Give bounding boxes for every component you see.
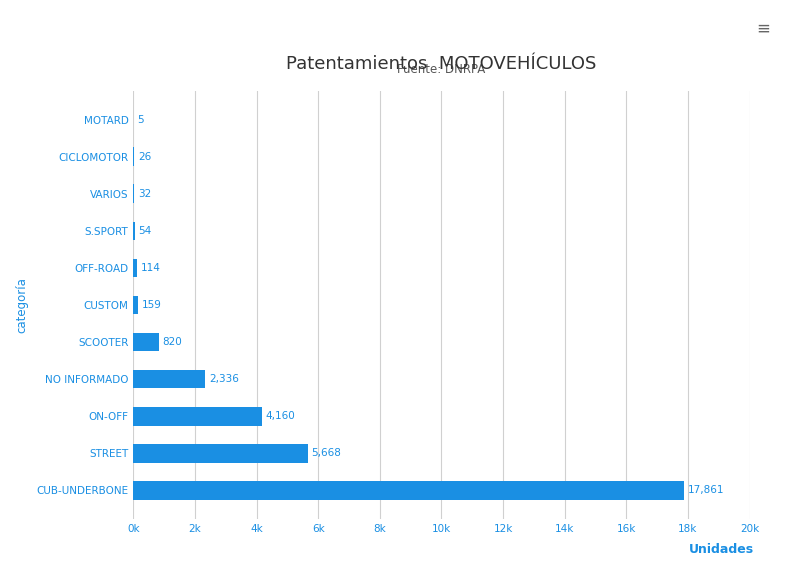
Text: 32: 32 <box>138 188 151 199</box>
Text: 5: 5 <box>137 114 144 125</box>
Bar <box>134 444 308 462</box>
Text: 820: 820 <box>162 337 182 347</box>
Bar <box>134 407 261 426</box>
Bar <box>134 481 683 500</box>
Bar <box>134 295 138 314</box>
Y-axis label: categoría: categoría <box>15 277 28 333</box>
Bar <box>134 221 135 240</box>
Text: 26: 26 <box>137 152 151 162</box>
Text: 4,160: 4,160 <box>265 411 295 421</box>
Text: ≡: ≡ <box>756 20 770 38</box>
Text: Unidades: Unidades <box>690 543 754 556</box>
Bar <box>134 259 137 277</box>
Text: 159: 159 <box>142 300 162 310</box>
Text: 114: 114 <box>141 263 160 273</box>
Text: 17,861: 17,861 <box>687 486 724 495</box>
Text: 54: 54 <box>139 226 152 236</box>
Bar <box>134 333 159 351</box>
Text: 2,336: 2,336 <box>209 374 239 384</box>
Text: Fuente: DNRPA: Fuente: DNRPA <box>397 63 486 76</box>
Title: Patentamientos  MOTOVEHÍCULOS: Patentamientos MOTOVEHÍCULOS <box>286 55 596 72</box>
Text: 5,668: 5,668 <box>312 448 341 458</box>
Bar <box>134 370 205 388</box>
